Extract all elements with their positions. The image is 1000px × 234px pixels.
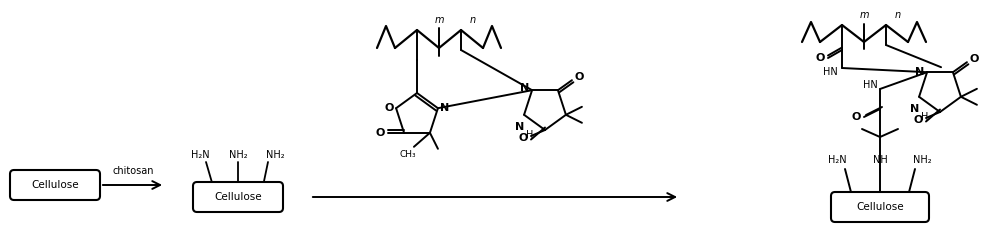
Text: Cellulose: Cellulose bbox=[31, 180, 79, 190]
FancyBboxPatch shape bbox=[193, 182, 283, 212]
Text: H₂N: H₂N bbox=[828, 155, 846, 165]
FancyBboxPatch shape bbox=[831, 192, 929, 222]
Text: HN: HN bbox=[823, 67, 837, 77]
FancyBboxPatch shape bbox=[10, 170, 100, 200]
Text: N: N bbox=[520, 83, 530, 93]
Text: n: n bbox=[470, 15, 476, 25]
Text: H: H bbox=[526, 130, 534, 140]
Text: CH₃: CH₃ bbox=[400, 150, 416, 159]
Text: NH₂: NH₂ bbox=[229, 150, 247, 160]
Text: O: O bbox=[851, 112, 861, 122]
Text: O: O bbox=[574, 72, 584, 82]
Text: N: N bbox=[515, 122, 525, 132]
Text: N: N bbox=[440, 103, 450, 113]
Text: O: O bbox=[384, 103, 394, 113]
Text: chitosan: chitosan bbox=[112, 166, 154, 176]
Text: N: N bbox=[915, 67, 925, 77]
Text: O: O bbox=[969, 54, 979, 64]
Text: O: O bbox=[913, 115, 923, 125]
Text: NH₂: NH₂ bbox=[913, 155, 931, 165]
Text: Cellulose: Cellulose bbox=[214, 192, 262, 202]
Text: O: O bbox=[375, 128, 385, 138]
Text: HN: HN bbox=[863, 80, 877, 90]
Text: m: m bbox=[434, 15, 444, 25]
Text: n: n bbox=[895, 10, 901, 20]
Text: O: O bbox=[518, 133, 528, 143]
Text: m: m bbox=[859, 10, 869, 20]
Text: NH₂: NH₂ bbox=[266, 150, 284, 160]
Text: N: N bbox=[910, 104, 920, 114]
Text: O: O bbox=[815, 53, 825, 63]
Text: H₂N: H₂N bbox=[191, 150, 209, 160]
Text: NH: NH bbox=[873, 155, 887, 165]
Text: Cellulose: Cellulose bbox=[856, 202, 904, 212]
Text: H: H bbox=[921, 112, 929, 122]
